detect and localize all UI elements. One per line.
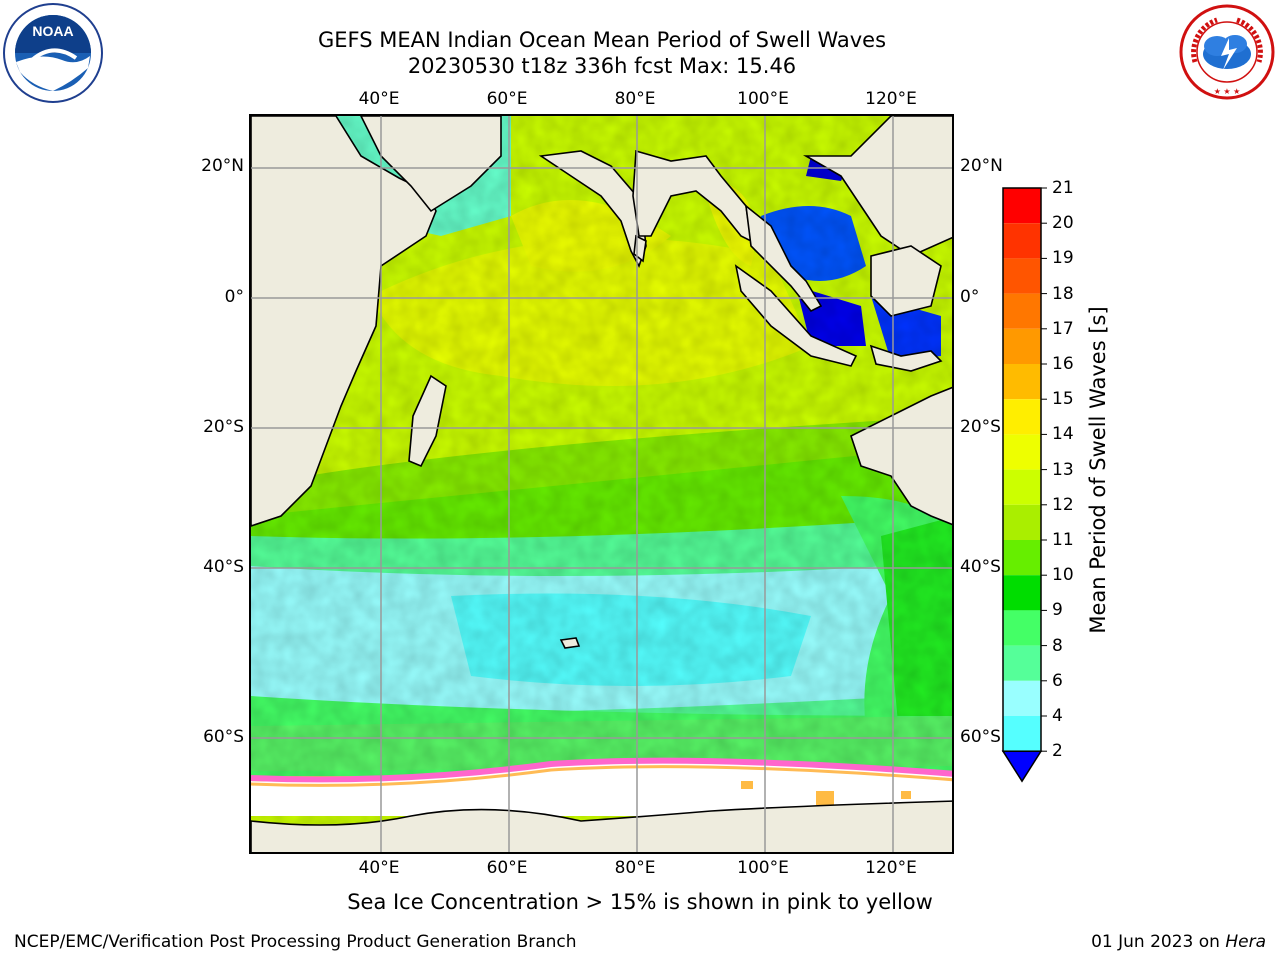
colorbar-segment [1003,680,1041,716]
swell-period-map [249,114,954,854]
colorbar-segment [1003,293,1041,329]
colorbar-segment [1003,364,1041,400]
lat-label-right-0: 0° [960,287,980,307]
lat-label-right-60s: 60°S [960,727,1001,747]
lat-label-right-40s: 40°S [960,557,1001,577]
lon-label-top-100e: 100°E [737,89,789,109]
colorbar-tick-label: 13 [1052,459,1074,480]
colorbar-extend-arrow [1001,750,1043,783]
colorbar-title: Mean Period of Swell Waves [s] [1086,306,1110,634]
colorbar-tick-label: 2 [1052,741,1063,762]
colorbar [995,180,1055,794]
colorbar-tick-label: 10 [1052,565,1074,586]
sea-ice-band [251,757,952,816]
lon-label-bottom-100e: 100°E [737,858,789,878]
nws-logo: ★ ★ ★ [1177,2,1277,106]
noaa-logo-text: NOAA [32,23,73,39]
colorbar-segment [1003,469,1041,505]
colorbar-tick-label: 16 [1052,354,1074,374]
colorbar-segment [1003,258,1041,294]
colorbar-segment [1003,504,1041,540]
footer-host: Hera [1225,932,1266,952]
colorbar-tick-label: 21 [1052,178,1074,198]
footer-date: 01 Jun 2023 on Hera [1091,932,1266,952]
colorbar-segment [1003,610,1041,646]
lat-label-right-20n: 20°N [960,156,1003,176]
colorbar-tick-label: 6 [1052,670,1063,691]
sea-ice-note: Sea Ice Concentration > 15% is shown in … [347,890,933,914]
lon-label-bottom-120e: 120°E [865,858,917,878]
lat-label-right-20s: 20°S [960,417,1001,437]
colorbar-tick-label: 12 [1052,494,1074,515]
colorbar-segment [1003,540,1041,576]
colorbar-tick-label: 9 [1052,600,1063,621]
lon-label-top-60e: 60°E [486,89,528,109]
footer-date-text: 01 Jun 2023 on [1091,932,1226,952]
map-title: GEFS MEAN Indian Ocean Mean Period of Sw… [317,28,887,52]
colorbar-segment [1003,645,1041,681]
colorbar-segment [1003,434,1041,470]
colorbar-tick-label: 11 [1052,530,1074,550]
colorbar-tick-label: 15 [1052,389,1074,410]
colorbar-segment [1003,399,1041,435]
lat-label-left-60s: 60°S [203,727,244,747]
lon-label-top-80e: 80°E [614,89,656,109]
colorbar-segment [1003,328,1041,364]
lon-label-top-120e: 120°E [865,89,917,109]
svg-text:★ ★ ★: ★ ★ ★ [1214,87,1241,96]
colorbar-segment [1003,223,1041,259]
colorbar-tick-label: 4 [1052,706,1063,726]
noaa-logo: NOAA [2,2,104,108]
lon-label-bottom-60e: 60°E [486,858,528,878]
lat-label-left-20s: 20°S [203,417,244,437]
colorbar-tick-label: 18 [1052,283,1074,304]
colorbar-tick-label: 14 [1052,424,1074,445]
lon-label-bottom-80e: 80°E [614,858,656,878]
colorbar-tick-label: 17 [1052,318,1074,339]
lat-label-left-20n: 20°N [201,156,244,176]
colorbar-tick-label: 8 [1052,635,1063,656]
lat-label-left-0: 0° [224,287,244,307]
lon-label-bottom-40e: 40°E [358,858,400,878]
lat-label-left-40s: 40°S [203,557,244,577]
colorbar-segment [1003,716,1041,752]
colorbar-segment [1003,188,1041,224]
graticule [251,116,952,852]
colorbar-segment [1003,575,1041,611]
map-subtitle: 20230530 t18z 336h fcst Max: 15.46 [407,54,797,78]
lon-label-top-40e: 40°E [358,89,400,109]
colorbar-tick-label: 20 [1052,213,1074,234]
footer-credit: NCEP/EMC/Verification Post Processing Pr… [14,932,577,952]
colorbar-tick-label: 19 [1052,248,1074,269]
